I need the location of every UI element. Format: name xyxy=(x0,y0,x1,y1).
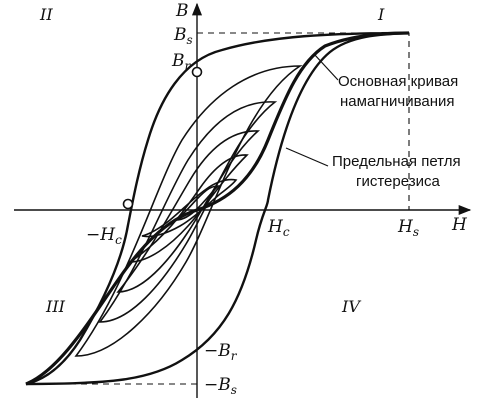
quadrant-i-label: I xyxy=(377,5,385,24)
minor-loop-5 xyxy=(74,65,303,357)
remanence-point xyxy=(191,66,203,78)
hs-label: Hs xyxy=(397,217,419,239)
x-axis-label: H xyxy=(451,215,468,235)
limit-loop-leader xyxy=(285,147,329,167)
main-curve-annotation: Основная кривая намагничивания xyxy=(338,73,462,110)
quadrant-iii-label: III xyxy=(45,297,66,316)
minor-loop-3 xyxy=(116,130,261,293)
quadrant-iv-label: IV xyxy=(341,297,361,316)
neg-bs-label: −Bs xyxy=(204,375,237,397)
neg-br-label: −Br xyxy=(204,341,238,363)
hc-label: Hc xyxy=(267,217,290,239)
quadrant-ii-label: II xyxy=(39,5,53,24)
br-label: Br xyxy=(171,51,192,73)
coercive-point xyxy=(122,198,134,210)
minor-loop-1 xyxy=(141,178,238,238)
bs-label: Bs xyxy=(173,25,193,47)
neg-hc-label: −Hc xyxy=(86,225,122,247)
y-axis-label: B xyxy=(175,1,189,21)
limit-loop-annotation: Предельная петля гистерезиса xyxy=(332,153,465,190)
main-magnetization-curve xyxy=(25,31,410,386)
main-curve-leader xyxy=(313,53,339,81)
